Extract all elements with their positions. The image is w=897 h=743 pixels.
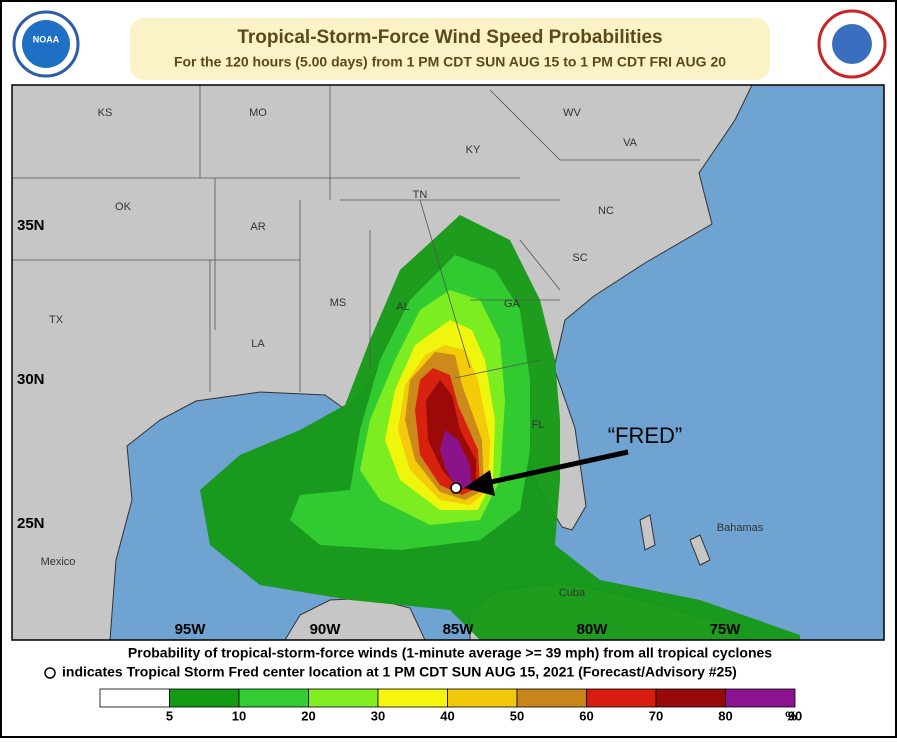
state-label: KS <box>98 107 113 119</box>
legend-label: 40 <box>440 708 454 723</box>
legend-label: 90 <box>788 708 802 723</box>
legend-swatch <box>99 688 170 708</box>
title: Tropical-Storm-Force Wind Speed Probabil… <box>237 27 662 48</box>
legend-label: 30 <box>371 708 385 723</box>
region-label: Bahamas <box>717 522 764 534</box>
state-label: GA <box>504 298 521 310</box>
legend-label: 60 <box>579 708 593 723</box>
legend-unit: % <box>785 708 797 723</box>
region-label: Cuba <box>559 587 586 599</box>
state-label: VA <box>623 137 638 149</box>
region-label: Mexico <box>41 556 76 568</box>
state-label: TN <box>413 189 428 201</box>
state-borders <box>12 85 700 392</box>
map: KS MO WV KY VA TN OK NC AR SC MS AL GA T… <box>12 85 884 640</box>
state-label: FL <box>532 419 545 431</box>
subtitle: For the 120 hours (5.00 days) from 1 PM … <box>174 54 726 70</box>
lon-label: 90W <box>310 621 342 638</box>
center-symbol <box>44 667 56 679</box>
arrow-head <box>464 470 495 496</box>
legend: 5 10 20 30 40 50 60 70 80 90% <box>99 688 802 723</box>
legend-swatch <box>169 688 240 708</box>
lon-label: 85W <box>443 621 475 638</box>
legend-label: 80 <box>718 708 732 723</box>
state-label: LA <box>251 338 265 350</box>
bahamas <box>639 514 656 551</box>
legend-label: 20 <box>301 708 315 723</box>
noaa-logo-inner <box>22 20 70 68</box>
nws-logo-inner <box>832 24 872 64</box>
state-label: NC <box>598 205 614 217</box>
noaa-logo-text: NOAA <box>33 34 60 44</box>
legend-swatch <box>516 688 587 708</box>
state-label: WV <box>563 107 581 119</box>
legend-swatch <box>725 688 796 708</box>
state-label: AR <box>250 221 265 233</box>
state-label: AL <box>396 301 409 313</box>
caption-line: Probability of tropical-storm-force wind… <box>128 645 772 661</box>
state-label: SC <box>572 252 587 264</box>
legend-swatch <box>447 688 518 708</box>
probability-swath <box>200 215 800 640</box>
bahamas <box>689 534 711 566</box>
arrow-shaft <box>481 449 629 487</box>
state-label: TX <box>49 314 64 326</box>
annotation: “FRED” <box>608 423 683 448</box>
lat-label: 25N <box>17 515 45 532</box>
lon-label: 75W <box>710 621 742 638</box>
legend-swatch <box>308 688 379 708</box>
borders <box>12 85 700 392</box>
legend-swatch <box>238 688 309 708</box>
legend-label: 5 <box>166 708 173 723</box>
legend-swatch <box>655 688 726 708</box>
lon-label: 95W <box>175 621 207 638</box>
legend-label: 10 <box>232 708 246 723</box>
state-label: OK <box>115 201 132 213</box>
state-label: MO <box>249 107 267 119</box>
legend-label: 50 <box>510 708 524 723</box>
lat-label: 30N <box>17 371 45 388</box>
lon-label: 80W <box>577 621 609 638</box>
title-box <box>130 18 770 80</box>
legend-swatch <box>586 688 657 708</box>
state-label: MS <box>330 297 347 309</box>
legend-label: 70 <box>649 708 663 723</box>
storm-center <box>450 482 462 494</box>
map-border <box>11 84 885 641</box>
lat-label: 35N <box>17 217 45 234</box>
probability-area <box>440 430 472 490</box>
caption-line: indicates Tropical Storm Fred center loc… <box>62 664 737 680</box>
legend-swatch <box>377 688 448 708</box>
state-label: KY <box>466 144 481 156</box>
